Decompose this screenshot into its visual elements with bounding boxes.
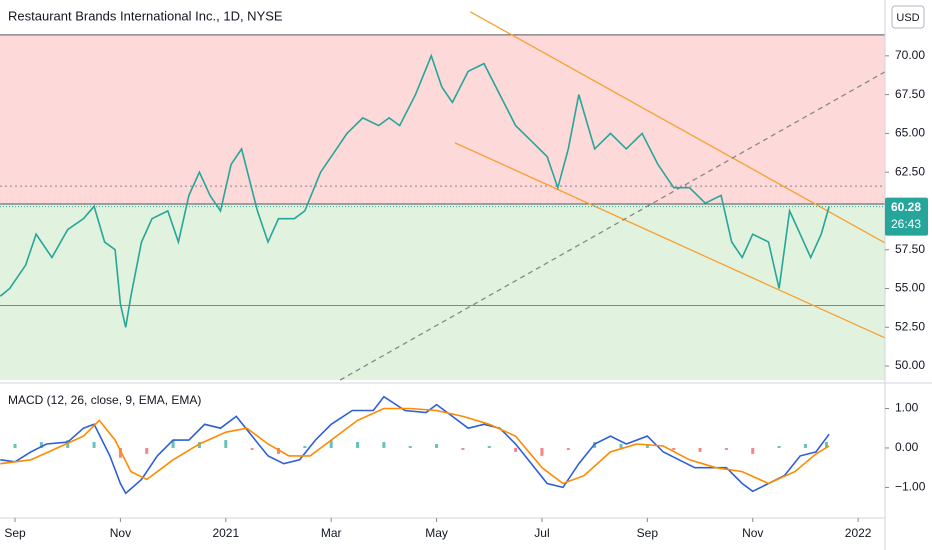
x-tick-label: Mar <box>321 526 342 540</box>
currency-box[interactable] <box>891 5 925 29</box>
histogram-bar <box>461 447 465 450</box>
x-tick-label: Sep <box>637 526 659 540</box>
histogram-bar <box>825 442 829 448</box>
x-tick-label: Jul <box>534 526 549 540</box>
y-tick-label: 0.00 <box>895 440 919 454</box>
y-tick-label: 70.00 <box>895 48 925 62</box>
histogram-bar <box>487 445 491 448</box>
y-tick-label: 52.50 <box>895 319 925 333</box>
histogram-bar <box>803 444 807 448</box>
histogram-bar <box>145 447 149 454</box>
zone <box>0 203 885 380</box>
y-tick-label: 67.50 <box>895 87 925 101</box>
histogram-bar <box>540 447 544 456</box>
histogram-bar <box>724 447 728 450</box>
histogram-bar <box>276 447 280 454</box>
trend-line <box>469 11 886 244</box>
histogram-bar <box>408 445 412 448</box>
x-tick-label: 2022 <box>845 526 872 540</box>
x-tick-label: Nov <box>742 526 763 540</box>
price-tag-label: 60.28 <box>891 200 921 214</box>
histogram-bar <box>751 447 755 454</box>
histogram-bar <box>197 442 201 448</box>
histogram-bar <box>303 445 307 448</box>
histogram-bar <box>645 444 649 448</box>
macd-line <box>0 407 830 485</box>
y-tick-label: 50.00 <box>895 358 925 372</box>
countdown: 26:43 <box>891 217 921 231</box>
x-tick-label: Sep <box>4 526 26 540</box>
histogram-bar <box>435 444 439 448</box>
trend-line <box>454 142 886 339</box>
histogram-bar <box>698 447 702 452</box>
background <box>0 34 885 380</box>
histogram-bar <box>777 445 781 448</box>
macd-line <box>0 395 830 495</box>
histogram-bar <box>382 442 386 448</box>
zone <box>0 34 885 204</box>
histogram-bar <box>118 447 122 458</box>
histogram-bar <box>224 440 228 448</box>
price-tag <box>885 197 928 236</box>
histogram-bar <box>92 442 96 448</box>
y-tick-label: 57.50 <box>895 242 925 256</box>
y-tick-label: 55.00 <box>895 281 925 295</box>
histogram-bar <box>514 447 518 452</box>
histogram-bar <box>13 444 17 448</box>
histogram-bar <box>566 447 570 450</box>
chart-title: Restaurant Brands International Inc., 1D… <box>8 8 283 23</box>
x-tick-label: May <box>425 526 448 540</box>
histogram-bar <box>171 440 175 448</box>
x-tick-label: 2021 <box>212 526 239 540</box>
histogram-bar <box>39 442 43 448</box>
y-tick-label: 65.00 <box>895 126 925 140</box>
y-tick-label: −1.00 <box>895 480 926 494</box>
histogram-bar <box>250 447 254 450</box>
currency: USD <box>896 12 919 24</box>
macd-title: MACD (12, 26, close, 9, EMA, EMA) <box>8 393 201 407</box>
histogram-bar <box>619 444 623 448</box>
histogram-bar <box>329 440 333 448</box>
y-tick-label: 1.00 <box>895 401 919 415</box>
price-line <box>0 53 830 328</box>
histogram-bar <box>672 447 676 450</box>
histogram-bar <box>356 442 360 448</box>
x-tick-label: Nov <box>110 526 131 540</box>
y-tick-label: 62.50 <box>895 164 925 178</box>
plot <box>0 11 886 495</box>
